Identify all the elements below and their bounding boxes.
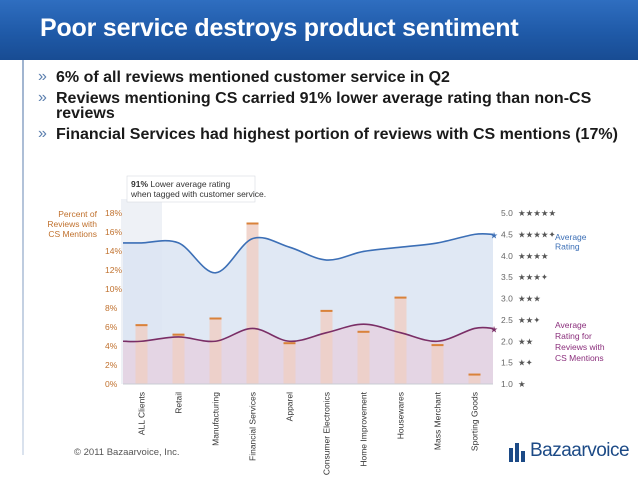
right-axis-tick-label: 2.0 — [501, 336, 513, 346]
cs-mention-bar-top — [172, 333, 185, 336]
average-rating-end-star-icon: ★ — [490, 230, 498, 240]
right-axis-stars-icon: ★★★★ — [518, 251, 549, 261]
callout-line-1: 91% Lower average rating — [131, 179, 231, 189]
category-label: Home Improvement — [359, 391, 369, 466]
legend-cs-rating-line: Rating for — [555, 331, 592, 341]
right-axis-tick-label: 3.5 — [501, 272, 513, 282]
bullet-3: » Financial Services had highest portion … — [38, 125, 628, 143]
left-axis-tick-label: 16% — [105, 227, 122, 237]
left-axis-tick-label: 6% — [105, 322, 118, 332]
cs-mention-bar-top — [209, 317, 222, 320]
cs-mention-bar-top — [394, 296, 407, 299]
cs-mention-bar — [283, 342, 296, 384]
right-axis-stars-icon: ★★★★✦ — [518, 229, 556, 239]
legend-average-rating-line: Average — [555, 232, 587, 242]
callout-frame — [126, 175, 256, 203]
bullet-2-text: Reviews mentioning CS carried 91% lower … — [56, 90, 592, 122]
right-axis-stars-icon: ★ — [518, 379, 526, 389]
left-axis-tick-label: 8% — [105, 303, 118, 313]
right-axis-tick-label: 4.5 — [501, 229, 513, 239]
right-axis-stars-icon: ★★★★★ — [518, 208, 556, 218]
bullet-1-text: 6% of all reviews mentioned customer ser… — [56, 69, 450, 86]
category-label: Consumer Electronics — [322, 392, 332, 475]
right-axis-tick-label: 4.0 — [501, 251, 513, 261]
category-label: Mass Merchant — [433, 391, 443, 450]
bullet-chevron-icon: » — [38, 89, 47, 106]
category-label: Manufacturing — [211, 392, 221, 446]
callout-bold-value: 91% — [131, 179, 148, 189]
left-axis-tick-label: 14% — [105, 246, 122, 256]
slide-title: Poor service destroys product sentiment — [40, 14, 519, 42]
average-rating-line — [123, 232, 494, 274]
cs-mention-bar — [357, 330, 370, 384]
logo-wordmark: Bazaarvoice — [530, 440, 630, 461]
left-axis-title-line: Reviews with — [47, 219, 97, 229]
left-axis-tick-label: 18% — [105, 208, 122, 218]
left-axis-tick-label: 12% — [105, 265, 122, 275]
bullet-chevron-icon: » — [38, 125, 47, 142]
cs-mention-bar — [394, 296, 407, 384]
bullet-2: » Reviews mentioning CS carried 91% lower… — [38, 89, 628, 122]
right-axis-tick-label: 3.0 — [501, 294, 513, 304]
cs-mention-bar-top — [320, 309, 333, 312]
category-label: Apparel — [285, 392, 295, 421]
left-rule-decoration — [22, 60, 24, 455]
cs-mention-bar-top — [357, 330, 370, 333]
callout-rest-text: Lower average rating — [148, 179, 230, 189]
cs-mention-bar — [172, 333, 185, 384]
left-axis-tick-label: 2% — [105, 360, 118, 370]
right-axis-stars-icon: ★★★ — [518, 294, 541, 304]
cs-mention-bar-top — [135, 324, 148, 327]
cs-mention-bar — [468, 373, 481, 384]
bullet-chevron-icon: » — [38, 68, 47, 85]
cs-mention-bar — [320, 309, 333, 384]
right-axis-stars-icon: ★★ — [518, 336, 534, 346]
category-label: Retail — [174, 392, 184, 414]
cs-rating-line — [122, 323, 494, 343]
left-axis-tick-label: 10% — [105, 284, 122, 294]
legend-cs-rating-line: CS Mentions — [555, 353, 604, 363]
category-label: ALL Clients — [137, 392, 147, 435]
right-axis-tick-label: 1.0 — [501, 379, 513, 389]
cs-mention-bar-top — [283, 342, 296, 345]
category-label: Sporting Goods — [470, 392, 480, 451]
title-bar: Poor service destroys product sentiment — [0, 0, 638, 60]
legend-average-rating-line: Rating — [555, 242, 580, 252]
legend-cs-rating-line: Average — [555, 320, 587, 330]
bullet-list: » 6% of all reviews mentioned customer se… — [38, 68, 628, 148]
right-axis-tick-label: 5.0 — [501, 208, 513, 218]
bullet-3-text: Financial Services had highest portion o… — [56, 126, 618, 143]
bullet-1: » 6% of all reviews mentioned customer se… — [38, 68, 628, 86]
right-axis-tick-label: 1.5 — [501, 358, 513, 368]
left-axis-tick-label: 0% — [105, 379, 118, 389]
left-axis-tick-label: 4% — [105, 341, 118, 351]
category-label: Financial Services — [248, 392, 258, 461]
right-axis-tick-label: 2.5 — [501, 315, 513, 325]
legend-cs-rating-line: Reviews with — [555, 342, 605, 352]
cs-mention-bar — [431, 344, 444, 384]
left-axis-title-line: CS Mentions — [48, 229, 97, 239]
cs-rating-end-star-icon: ★ — [490, 324, 498, 334]
footer-copyright: © 2011 Bazaarvoice, Inc. — [74, 447, 180, 458]
left-axis-title-line: Percent of — [58, 209, 97, 219]
cs-mention-bar — [209, 317, 222, 384]
cs-mention-bar-top — [246, 222, 259, 225]
right-axis-stars-icon: ★✦ — [518, 358, 534, 368]
cs-mention-bar — [246, 222, 259, 384]
right-axis-stars-icon: ★★★✦ — [518, 272, 549, 282]
cs-mention-bar — [135, 324, 148, 384]
cs-mention-bar-top — [431, 344, 444, 347]
right-axis-stars-icon: ★★✦ — [518, 315, 541, 325]
category-label: Housewares — [396, 392, 406, 439]
bazaarvoice-logo-icon — [509, 443, 525, 462]
cs-mention-bar-top — [468, 373, 481, 376]
callout-line-2: when tagged with customer service. — [130, 189, 266, 199]
